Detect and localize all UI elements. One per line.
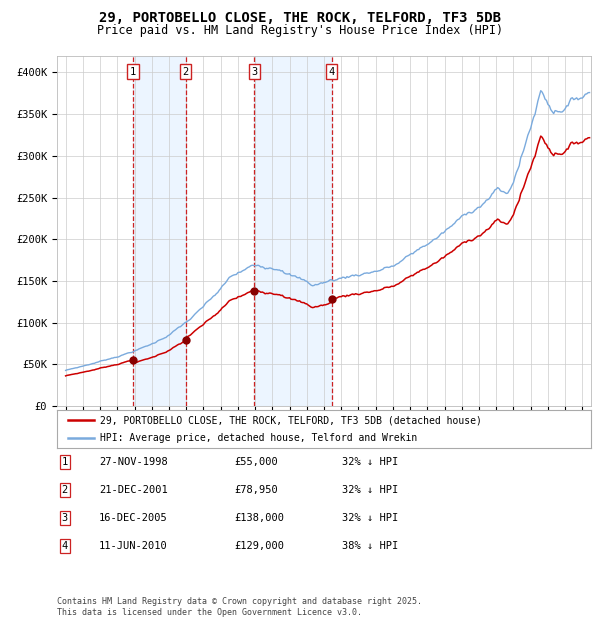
Text: 11-JUN-2010: 11-JUN-2010 xyxy=(99,541,168,551)
Text: 27-NOV-1998: 27-NOV-1998 xyxy=(99,457,168,467)
Text: £129,000: £129,000 xyxy=(234,541,284,551)
Bar xyxy=(133,56,185,406)
Text: 2: 2 xyxy=(62,485,68,495)
Text: 16-DEC-2005: 16-DEC-2005 xyxy=(99,513,168,523)
Text: 3: 3 xyxy=(62,513,68,523)
Text: £138,000: £138,000 xyxy=(234,513,284,523)
Text: Contains HM Land Registry data © Crown copyright and database right 2025.
This d: Contains HM Land Registry data © Crown c… xyxy=(57,598,422,617)
Text: 29, PORTOBELLO CLOSE, THE ROCK, TELFORD, TF3 5DB: 29, PORTOBELLO CLOSE, THE ROCK, TELFORD,… xyxy=(99,11,501,25)
Text: £78,950: £78,950 xyxy=(234,485,278,495)
Text: 3: 3 xyxy=(251,66,257,76)
Text: 2: 2 xyxy=(182,66,189,76)
Bar xyxy=(254,56,332,406)
Text: 4: 4 xyxy=(62,541,68,551)
Text: £55,000: £55,000 xyxy=(234,457,278,467)
Text: 32% ↓ HPI: 32% ↓ HPI xyxy=(342,485,398,495)
Text: 38% ↓ HPI: 38% ↓ HPI xyxy=(342,541,398,551)
Text: 32% ↓ HPI: 32% ↓ HPI xyxy=(342,457,398,467)
Text: 29, PORTOBELLO CLOSE, THE ROCK, TELFORD, TF3 5DB (detached house): 29, PORTOBELLO CLOSE, THE ROCK, TELFORD,… xyxy=(100,415,482,425)
Text: Price paid vs. HM Land Registry's House Price Index (HPI): Price paid vs. HM Land Registry's House … xyxy=(97,24,503,37)
Text: 32% ↓ HPI: 32% ↓ HPI xyxy=(342,513,398,523)
Text: 21-DEC-2001: 21-DEC-2001 xyxy=(99,485,168,495)
Text: 1: 1 xyxy=(62,457,68,467)
Text: HPI: Average price, detached house, Telford and Wrekin: HPI: Average price, detached house, Telf… xyxy=(100,433,417,443)
Text: 4: 4 xyxy=(328,66,335,76)
Text: 1: 1 xyxy=(130,66,136,76)
